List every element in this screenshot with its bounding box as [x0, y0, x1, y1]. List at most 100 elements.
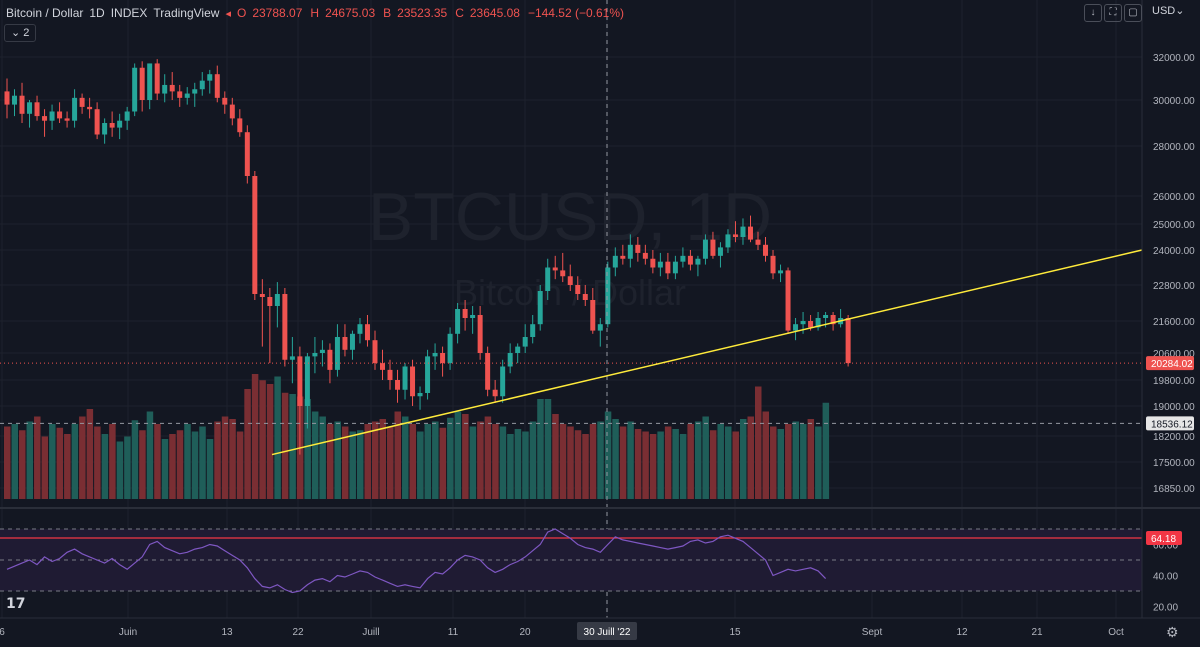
volume-bar — [146, 411, 154, 499]
candle-body — [79, 97, 85, 107]
price-tick-label: 30000.00 — [1153, 96, 1195, 107]
volume-bar — [394, 411, 402, 499]
candle-body — [635, 244, 641, 253]
candle-body — [740, 226, 746, 237]
ohlc-close-label: C — [455, 6, 464, 20]
volume-bar — [289, 394, 296, 499]
candle-body — [4, 91, 10, 105]
candle-body — [109, 123, 115, 128]
candle-body — [582, 294, 588, 300]
volume-bar — [101, 434, 109, 499]
volume-bar — [574, 430, 582, 499]
candle-body — [102, 123, 108, 135]
candle-body — [507, 353, 513, 367]
currency-label: USD — [1152, 5, 1176, 17]
candle-body — [672, 261, 678, 274]
volume-bar — [432, 421, 439, 499]
time-tick-label: Oct — [1108, 627, 1124, 638]
candle-body — [732, 234, 738, 237]
symbol-header[interactable]: Bitcoin / Dollar 1D INDEX TradingView ◂ … — [6, 4, 624, 22]
candle-body — [27, 102, 33, 114]
time-tick-label: 6 — [0, 627, 5, 638]
volume-bar — [184, 424, 191, 499]
candle-body — [710, 239, 716, 256]
candle-body — [117, 120, 123, 128]
volume-bar — [64, 434, 71, 499]
candle-body — [537, 291, 543, 325]
candle-body — [94, 109, 100, 135]
candle-body — [147, 63, 153, 100]
candle-body — [492, 389, 498, 397]
candle-body — [597, 324, 603, 331]
volume-bar — [34, 416, 41, 499]
volume-bar — [627, 421, 634, 499]
candles — [4, 59, 851, 455]
volume-bar — [567, 426, 574, 499]
caret-down-icon: ⌄ — [1175, 5, 1185, 17]
volume-bar — [792, 421, 800, 499]
volume-bar — [770, 426, 777, 499]
volume-bar — [634, 429, 642, 499]
expand-icon[interactable]: ⛶ — [1104, 4, 1122, 22]
time-tick-label: 11 — [448, 627, 459, 638]
time-tick-label: Sept — [862, 627, 883, 638]
volume-bar — [762, 411, 770, 499]
volume-bar — [341, 426, 349, 499]
arrow-down-icon[interactable]: ↓ — [1084, 4, 1102, 22]
candle-body — [207, 74, 213, 81]
volume-bar — [679, 434, 687, 499]
volume-bar — [815, 426, 822, 499]
candle-body — [417, 393, 423, 397]
candle-body — [425, 356, 431, 393]
trendline — [271, 249, 1143, 456]
candle-body — [304, 356, 310, 406]
gear-icon[interactable]: ⚙ — [1166, 624, 1179, 640]
volume-bar — [387, 426, 394, 499]
candle-body — [237, 118, 243, 133]
volume-bar — [499, 426, 507, 499]
candle-body — [605, 267, 611, 325]
symbol-title[interactable]: Bitcoin / Dollar — [6, 6, 84, 20]
price-tick-label: 21600.00 — [1153, 317, 1195, 328]
indicators-toggle[interactable]: ⌄ 2 — [4, 24, 37, 42]
volume-bar — [454, 411, 462, 499]
volume-bar — [124, 436, 131, 499]
exchange-label: INDEX — [110, 6, 148, 20]
volume-bar — [356, 430, 364, 499]
time-axis[interactable]: 6 Juin 13 22 Juill 11 20 30 Juill '22 15 Sept 12 21… — [0, 617, 1200, 640]
price-tick-label: 17500.00 — [1153, 458, 1195, 469]
volume-bar — [281, 392, 289, 499]
candle-body — [244, 132, 250, 176]
price-tick-label: 24000.00 — [1153, 246, 1195, 257]
crosshair-price-badge — [1146, 416, 1194, 431]
candle-body — [500, 366, 506, 397]
volume-bar — [642, 431, 649, 499]
volume-bar — [785, 424, 792, 499]
candle-body — [687, 255, 693, 265]
time-tick-label: 22 — [292, 627, 304, 638]
price-axis[interactable]: 32000.00 30000.00 28000.00 26000.00 25000.00… — [1141, 0, 1195, 618]
candle-body — [214, 74, 220, 98]
volume-bar — [56, 427, 64, 499]
rsi-value-label: 64.18 — [1151, 534, 1176, 545]
candle-body — [830, 315, 836, 325]
volume-bar — [484, 416, 492, 499]
indicator-count: 2 — [23, 27, 30, 39]
square-icon[interactable]: ▢ — [1124, 4, 1142, 22]
volume-bar — [747, 416, 754, 499]
tradingview-logo-icon[interactable]: 17 — [6, 596, 26, 612]
volume-bar — [739, 419, 747, 499]
volume-bar — [334, 421, 341, 499]
flag-icon[interactable]: ◂ — [225, 7, 231, 20]
candle-body — [169, 84, 175, 92]
candle-body — [845, 318, 851, 364]
candle-body — [334, 337, 340, 370]
candle-body — [808, 321, 814, 328]
currency-selector[interactable]: USD⌄ — [1152, 4, 1184, 17]
interval-label[interactable]: 1D — [89, 6, 105, 20]
volume-bar — [11, 424, 19, 499]
candle-body — [680, 255, 686, 262]
candle-body — [462, 309, 468, 318]
candle-body — [327, 349, 333, 370]
